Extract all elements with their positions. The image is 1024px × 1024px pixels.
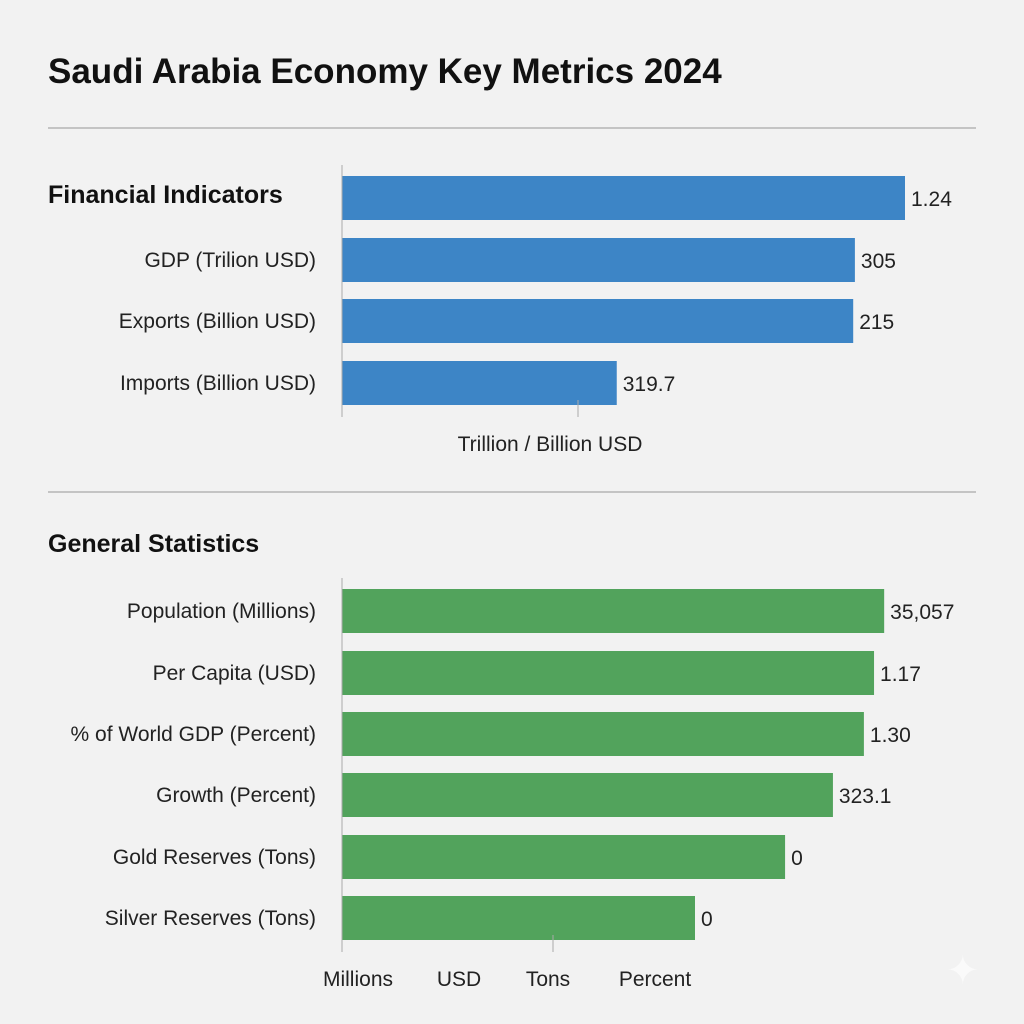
bar xyxy=(342,238,855,282)
category-label: Per Capita (USD) xyxy=(153,662,316,685)
category-label: Silver Reserves (Tons) xyxy=(105,907,316,930)
data-label: 305 xyxy=(861,250,896,273)
category-label: Imports (Billion USD) xyxy=(120,372,316,395)
data-label: 35,057 xyxy=(890,601,954,624)
category-label: % of World GDP (Percent) xyxy=(71,723,316,746)
section-title: General Statistics xyxy=(48,530,259,558)
bar xyxy=(342,651,875,695)
page-title: Saudi Arabia Economy Key Metrics 2024 xyxy=(48,52,722,91)
divider xyxy=(48,491,976,493)
data-label: 323.1 xyxy=(839,785,892,808)
section-title: Financial Indicators xyxy=(48,181,283,209)
bar xyxy=(342,361,617,405)
data-label: 0 xyxy=(701,908,713,931)
x-axis-label: Trillion / Billion USD xyxy=(458,433,643,456)
bar xyxy=(342,712,864,756)
data-label: 0 xyxy=(791,847,803,870)
bar xyxy=(342,299,854,343)
category-label: Exports (Billion USD) xyxy=(119,310,316,333)
data-label: 1.24 xyxy=(911,188,952,211)
x-tick-label: Percent xyxy=(619,968,692,991)
sparkle-icon: ✦ xyxy=(946,949,980,993)
bar xyxy=(342,773,833,817)
bar xyxy=(342,835,786,879)
x-tick-label: Tons xyxy=(526,968,570,991)
data-label: 215 xyxy=(859,311,894,334)
data-label: 1.17 xyxy=(880,663,921,686)
data-label: 1.30 xyxy=(870,724,911,747)
bar xyxy=(342,176,905,220)
data-label: 319.7 xyxy=(623,373,676,396)
category-label: Gold Reserves (Tons) xyxy=(113,846,316,869)
category-label: GDP (Trilion USD) xyxy=(144,249,316,272)
bar xyxy=(342,896,696,940)
category-label: Growth (Percent) xyxy=(156,784,316,807)
x-tick-label: Millions xyxy=(323,968,393,991)
category-label: Population (Millions) xyxy=(127,600,316,623)
divider xyxy=(48,127,976,129)
bar xyxy=(342,589,885,633)
x-tick-label: USD xyxy=(437,968,481,991)
